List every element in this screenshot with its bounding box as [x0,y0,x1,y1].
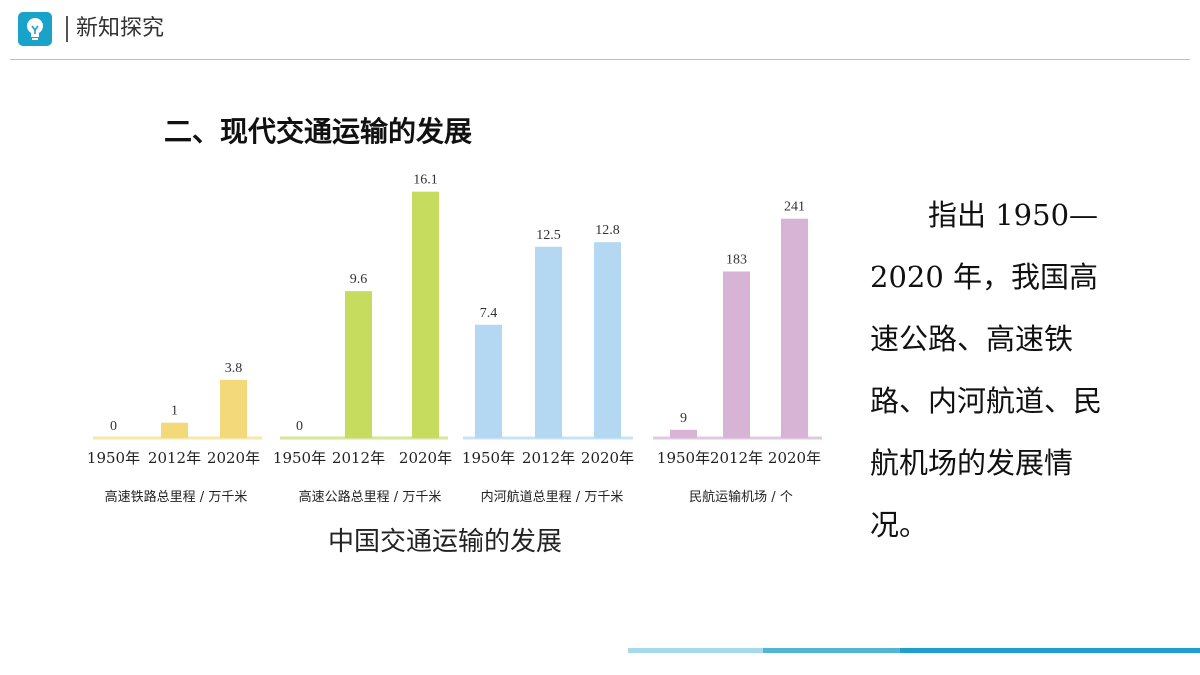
chart-category-label: 1950年 [273,449,326,467]
section-title: 二、现代交通运输的发展 [164,115,473,148]
chart-value-label: 183 [726,252,747,267]
chart-category-label: 2020年 [768,449,821,467]
chart-value-label: 7.4 [480,306,498,321]
chart-panel-title: 内河航道总里程 / 万千米 [481,489,624,505]
chart-bar [723,271,750,438]
chart-bar [220,379,247,438]
chart-category-label: 2012年 [148,449,201,467]
chart-value-label: 3.8 [225,361,243,376]
chart-value-label: 12.8 [595,223,620,238]
header-divider [66,16,68,42]
chart-value-label: 0 [296,419,303,434]
chart-category-label: 2020年 [207,449,260,467]
chart-value-label: 16.1 [413,173,438,188]
chart-category-label: 1950年 [657,449,710,467]
chart-bar [345,291,372,438]
question-text: 指出 1950—2020 年，我国高速公路、高速铁路、内河航道、民航机场的发展情… [870,198,1103,542]
chart-category-label: 2020年 [581,449,634,467]
chart-bar [475,324,502,438]
chart-value-label: 9.6 [350,272,368,287]
chart-bar [594,242,621,438]
chart-category-label: 2012年 [522,449,575,467]
bottom-bar-segment-mid [763,648,900,653]
chart-bar [412,191,439,438]
chart-category-label: 2012年 [710,449,763,467]
header-title: 新知探究 [76,16,165,41]
chart-panel-title: 民航运输机场 / 个 [689,489,793,505]
chart-category-label: 1950年 [462,449,515,467]
bottom-bar-segment-light [628,648,763,653]
chart-value-label: 1 [171,404,178,419]
chart-category-label: 2020年 [399,449,452,467]
header-rule [10,59,1190,60]
chart-bar [670,429,697,438]
chart-panel-title: 高速公路总里程 / 万千米 [299,489,442,505]
bottom-bar-segment-dark [900,648,1200,653]
chart-panel-title: 高速铁路总里程 / 万千米 [105,489,248,505]
chart-value-label: 241 [784,200,805,215]
chart-category-label: 1950年 [87,449,140,467]
chart-category-label: 2012年 [332,449,385,467]
chart-caption: 中国交通运输的发展 [328,527,563,557]
chart-value-label: 12.5 [536,228,561,243]
chart-value-label: 9 [680,411,687,426]
chart-value-label: 0 [110,419,117,434]
chart-bar [161,422,188,438]
lightbulb-icon [18,12,52,46]
chart-bar [535,246,562,438]
chart-bar [781,218,808,438]
